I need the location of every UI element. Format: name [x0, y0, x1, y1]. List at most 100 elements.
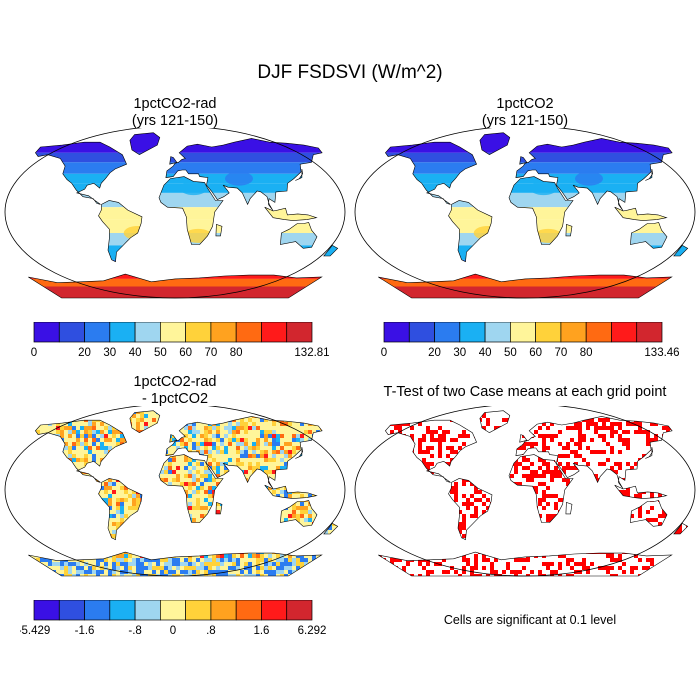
grid-cell	[284, 442, 288, 446]
grid-cell	[454, 418, 458, 422]
grid-cell	[328, 470, 332, 474]
grid-cell	[172, 494, 176, 498]
grid-cell	[76, 462, 80, 466]
grid-cell	[160, 514, 164, 518]
grid-cell	[16, 562, 20, 566]
grid-cell	[4, 506, 8, 510]
grid-cell	[20, 502, 24, 506]
grid-cell	[276, 434, 280, 438]
grid-cell	[324, 482, 328, 486]
grid-cell	[132, 574, 136, 576]
grid-cell	[316, 450, 320, 454]
grid-cell	[474, 458, 478, 462]
grid-cell	[328, 574, 332, 576]
grid-cell	[324, 410, 328, 414]
grid-cell	[682, 446, 686, 450]
grid-cell	[332, 474, 336, 478]
grid-cell	[312, 474, 316, 478]
grid-cell	[324, 538, 328, 542]
grid-cell	[550, 438, 554, 442]
grid-cell	[104, 422, 108, 426]
grid-cell	[354, 466, 358, 470]
grid-cell	[16, 422, 20, 426]
grid-cell	[116, 422, 120, 426]
grid-cell	[470, 526, 474, 530]
grid-cell	[510, 526, 514, 530]
grid-cell	[284, 502, 288, 506]
grid-cell	[268, 522, 272, 526]
grid-cell	[148, 458, 152, 462]
grid-cell	[196, 474, 200, 478]
grid-cell	[192, 558, 196, 562]
grid-cell	[300, 466, 304, 470]
grid-cell	[236, 546, 240, 550]
grid-cell	[144, 498, 148, 502]
grid-cell	[172, 558, 176, 562]
grid-cell	[68, 506, 72, 510]
grid-cell	[402, 454, 406, 458]
grid-cell	[124, 542, 128, 546]
grid-cell	[522, 498, 526, 502]
grid-cell	[220, 406, 224, 410]
grid-cell	[300, 558, 304, 562]
grid-cell	[296, 438, 300, 442]
grid-cell	[60, 510, 64, 514]
panel-2-title-line1: 1pctCO2	[496, 96, 554, 112]
grid-cell	[92, 426, 96, 430]
grid-cell	[378, 506, 382, 510]
grid-cell	[414, 462, 418, 466]
grid-cell	[602, 482, 606, 486]
grid-cell	[414, 494, 418, 498]
grid-cell	[20, 466, 24, 470]
grid-cell	[686, 506, 688, 510]
grid-cell	[136, 538, 140, 542]
grid-cell	[140, 478, 144, 482]
grid-cell	[344, 566, 348, 570]
grid-cell	[478, 470, 482, 474]
grid-cell	[406, 422, 410, 426]
grid-cell	[132, 522, 136, 526]
grid-cell	[148, 430, 152, 434]
grid-cell	[184, 434, 188, 438]
grid-cell	[40, 574, 44, 576]
grid-cell	[76, 546, 80, 550]
grid-cell	[244, 490, 248, 494]
grid-cell	[220, 418, 224, 422]
grid-cell	[112, 498, 116, 502]
grid-cell	[228, 518, 232, 522]
grid-cell	[386, 494, 390, 498]
grid-cell	[534, 518, 538, 522]
grid-cell	[180, 550, 184, 554]
grid-cell	[8, 518, 12, 522]
grid-cell	[44, 534, 48, 538]
grid-cell	[618, 466, 622, 470]
grid-cell	[192, 482, 196, 486]
grid-cell	[120, 486, 124, 490]
grid-cell	[526, 474, 530, 478]
grid-cell	[124, 462, 128, 466]
grid-cell	[168, 466, 172, 470]
grid-cell	[156, 494, 160, 498]
grid-cell	[582, 522, 586, 526]
grid-cell	[4, 414, 8, 418]
grid-cell	[554, 466, 558, 470]
grid-cell	[220, 530, 224, 534]
grid-cell	[140, 530, 144, 534]
grid-cell	[56, 558, 60, 562]
grid-cell	[72, 482, 76, 486]
grid-cell	[336, 558, 338, 562]
grid-cell	[332, 566, 336, 570]
grid-cell	[362, 450, 366, 454]
grid-cell	[40, 514, 44, 518]
map-frame	[4, 128, 346, 299]
grid-cell	[292, 526, 296, 530]
grid-cell	[100, 522, 104, 526]
grid-cell	[60, 566, 64, 570]
grid-cell	[494, 494, 498, 498]
grid-cell	[324, 498, 328, 502]
grid-cell	[52, 514, 56, 518]
grid-cell	[68, 530, 72, 534]
grid-cell	[374, 418, 378, 422]
grid-cell	[120, 534, 124, 538]
grid-cell	[474, 418, 478, 422]
